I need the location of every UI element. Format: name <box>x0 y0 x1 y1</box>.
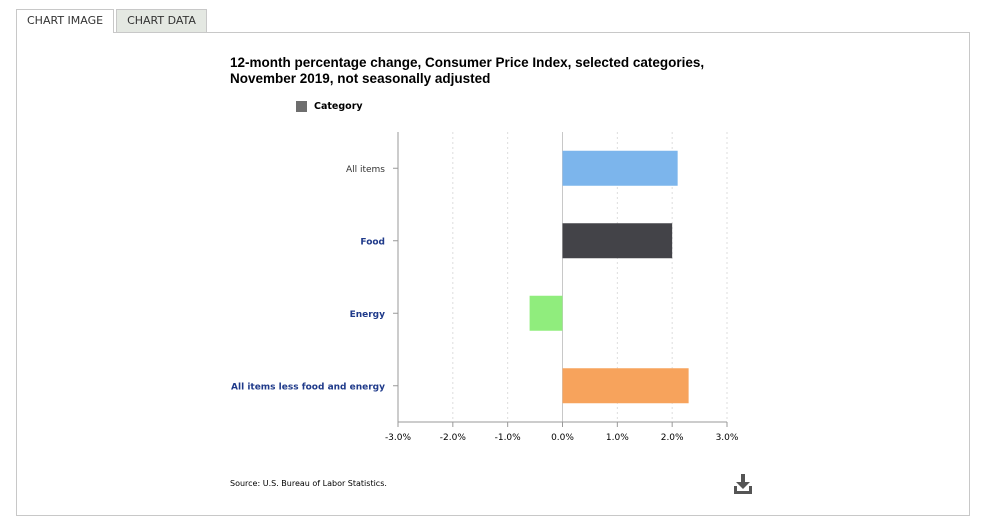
x-tick-label: 2.0% <box>661 433 684 443</box>
chart-title: 12-month percentage change, Consumer Pri… <box>230 55 705 86</box>
bar <box>562 150 678 186</box>
chart-legend[interactable]: Category <box>296 101 363 112</box>
x-tick-label: 0.0% <box>551 433 574 443</box>
tab-chart-image[interactable]: CHART IMAGE <box>16 9 115 33</box>
y-category-label: Energy <box>350 310 386 320</box>
y-category-label: Food <box>360 237 385 247</box>
bar <box>562 223 673 259</box>
x-tick-label: -1.0% <box>495 433 522 443</box>
bar <box>562 368 689 404</box>
tab-chart-data[interactable]: CHART DATA <box>116 9 207 32</box>
source-note: Source: U.S. Bureau of Labor Statistics. <box>230 479 387 488</box>
x-tick-label: -2.0% <box>440 433 467 443</box>
legend-swatch <box>296 101 307 112</box>
y-category-label: All items less food and energy <box>231 382 385 392</box>
bar <box>529 295 563 331</box>
download-icon[interactable] <box>733 473 753 495</box>
x-tick-label: 3.0% <box>716 433 739 443</box>
x-tick-label: 1.0% <box>606 433 629 443</box>
y-category-label: All items <box>346 165 385 175</box>
legend-label: Category <box>314 101 363 112</box>
chart-panel <box>16 32 970 516</box>
x-tick-label: -3.0% <box>385 433 412 443</box>
tab-bar: CHART IMAGE CHART DATA <box>16 9 209 33</box>
